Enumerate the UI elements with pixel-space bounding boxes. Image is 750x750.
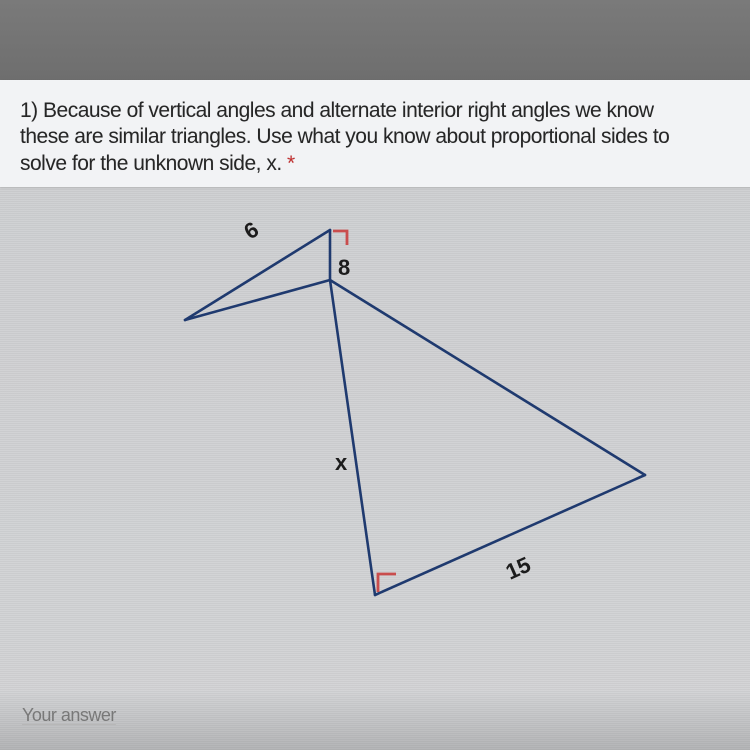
label-x: x <box>335 450 348 475</box>
label-six: 6 <box>239 217 263 245</box>
small-top-side <box>185 230 330 320</box>
cross-line-a <box>330 280 645 475</box>
question-line-3: solve for the unknown side, x. <box>20 152 287 175</box>
top-dark-band <box>0 0 750 80</box>
small-hyp-side <box>185 280 330 320</box>
label-eight: 8 <box>338 255 350 280</box>
required-asterisk: * <box>287 152 295 175</box>
cross-line-b <box>330 280 375 595</box>
triangle-diagram: 6 8 x 15 <box>85 200 665 650</box>
label-fifteen: 15 <box>502 552 535 585</box>
question-card: 1) Because of vertical angles and altern… <box>0 80 750 187</box>
right-angle-top <box>333 231 347 245</box>
your-answer-label[interactable]: Your answer <box>22 705 116 726</box>
question-number: 1) <box>20 99 43 122</box>
question-text: 1) Because of vertical angles and altern… <box>20 98 732 177</box>
question-line-1: Because of vertical angles and alternate… <box>43 99 654 122</box>
question-line-2: these are similar triangles. Use what yo… <box>20 125 669 148</box>
